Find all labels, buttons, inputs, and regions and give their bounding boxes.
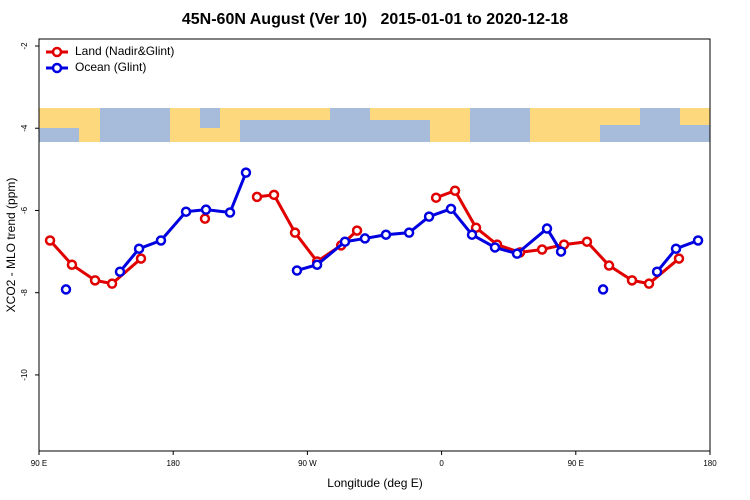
x-tick-label: 180: [167, 459, 181, 468]
data-point: [60, 284, 72, 295]
data-point: [114, 266, 126, 277]
data-point: [670, 243, 682, 254]
data-point: [581, 236, 593, 247]
data-point: [423, 211, 435, 222]
data-point: [359, 233, 371, 244]
data-point: [673, 253, 685, 264]
x-tick-label: 180: [703, 459, 717, 468]
x-tick-label: 90 E: [568, 459, 584, 468]
data-point: [555, 246, 567, 257]
data-point: [106, 278, 118, 289]
data-point: [133, 243, 145, 254]
data-point: [643, 278, 655, 289]
legend-marker: [51, 46, 63, 58]
data-point: [626, 275, 638, 286]
y-tick-label: -6: [20, 206, 29, 214]
x-tick-label: 0: [439, 459, 444, 468]
data-point: [445, 203, 457, 215]
map-strip: [39, 108, 710, 142]
chart-title: 45N-60N August (Ver 10) 2015-01-01 to 20…: [182, 11, 568, 28]
data-point: [291, 265, 303, 276]
data-point: [430, 192, 442, 203]
y-tick-label: -4: [20, 124, 29, 132]
data-point: [155, 235, 167, 246]
data-point: [449, 185, 461, 196]
data-point: [536, 244, 548, 255]
y-tick-label: -2: [20, 42, 29, 50]
data-point: [692, 235, 704, 246]
data-point: [200, 204, 212, 215]
data-point: [289, 227, 301, 238]
data-point: [180, 206, 192, 217]
x-tick-label: 90 E: [31, 459, 47, 468]
data-point: [89, 275, 101, 286]
data-point: [511, 248, 523, 259]
data-point: [466, 229, 478, 240]
data-point: [199, 213, 211, 224]
y-tick-label: -8: [20, 289, 29, 297]
data-point: [66, 259, 78, 270]
data-point: [135, 253, 147, 264]
data-point: [541, 223, 553, 234]
legend-label: Ocean (Glint): [75, 60, 146, 74]
data-point: [339, 236, 351, 247]
data-point: [597, 284, 609, 295]
data-point: [489, 242, 501, 253]
legend-marker: [51, 62, 63, 74]
y-tick-label: -10: [20, 369, 29, 381]
data-point: [44, 235, 56, 246]
series-line: [256, 193, 359, 264]
x-axis-label: Longitude (deg E): [327, 476, 422, 490]
data-point: [380, 229, 392, 240]
data-point: [351, 225, 363, 236]
data-point: [251, 191, 263, 203]
data-point: [240, 167, 252, 178]
data-point: [403, 227, 415, 238]
data-point: [603, 260, 615, 271]
legend-label: Land (Nadir&Glint): [75, 44, 174, 58]
data-point: [311, 259, 323, 270]
y-axis-label: XCO2 - MLO trend (ppm): [4, 178, 18, 313]
x-tick-label: 90 W: [298, 459, 317, 468]
data-point: [268, 189, 280, 201]
data-point: [224, 207, 236, 218]
data-point: [651, 266, 663, 277]
plot-frame: [38, 38, 711, 452]
